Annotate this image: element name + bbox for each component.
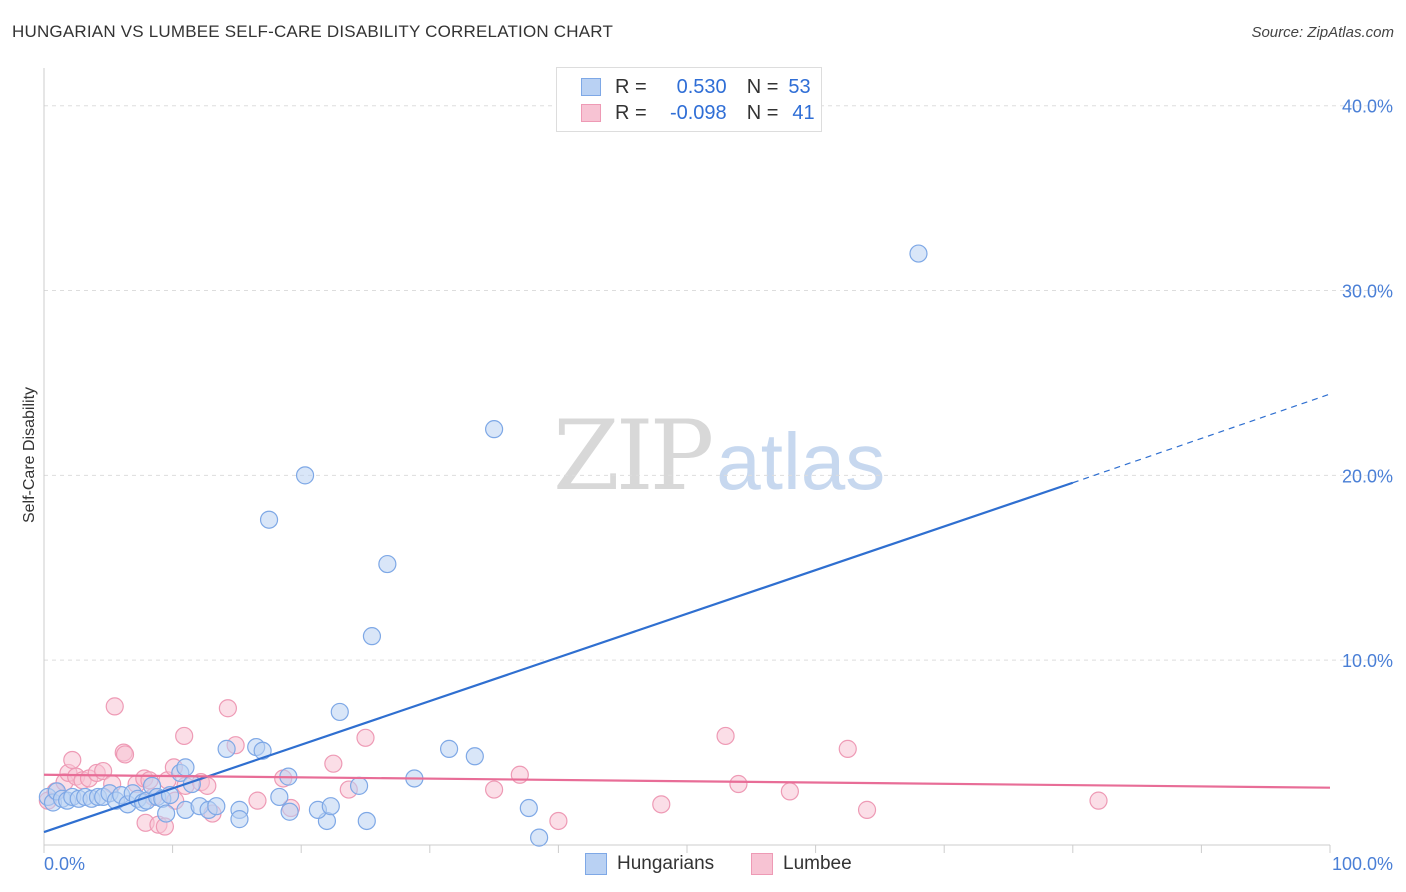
watermark: ZIPatlas — [553, 400, 885, 512]
hungarian-point — [253, 741, 272, 760]
hungarians-r-value: 0.530 — [676, 75, 727, 98]
lumbee-point — [549, 811, 568, 831]
hungarian-point — [176, 758, 195, 777]
hungarian-point — [357, 811, 376, 831]
lumbee-point — [510, 765, 529, 784]
lumbee-point — [1089, 791, 1108, 810]
lumbee-r-label: R = — [615, 101, 647, 124]
lumbee-r-value: -0.098 — [669, 101, 727, 124]
hungarians-n-value: 53 — [788, 75, 811, 98]
correlation-legend: R = 0.530 N = 53 R = -0.098 N = 41 — [556, 67, 822, 132]
y-tick-label: 30.0% — [1342, 282, 1393, 302]
lumbee-point — [485, 780, 504, 799]
bottom-lumbee-swatch — [751, 853, 773, 875]
grid-layer — [44, 105, 1380, 661]
hungarian-point — [909, 244, 928, 263]
lumbee-point — [218, 699, 237, 718]
hungarians-n-label: N = — [746, 75, 779, 98]
x-tick-label: 0.0% — [44, 854, 85, 874]
hungarian-point — [530, 828, 549, 847]
legend-row-hungarians: R = 0.530 N = 53 — [581, 75, 811, 99]
trend-layer — [43, 393, 1331, 834]
hungarian-point — [217, 739, 236, 758]
hungarian-point — [295, 466, 315, 485]
bottom-hungarians-swatch — [585, 853, 607, 875]
hungarian-point — [485, 420, 504, 439]
lumbee-n-value: 41 — [792, 101, 815, 124]
bottom-legend-hungarians: Hungarians — [585, 852, 714, 876]
bottom-hungarians-label: Hungarians — [617, 853, 715, 874]
lumbee-point — [198, 776, 217, 795]
lumbee-point — [356, 728, 375, 747]
lumbee-point — [105, 697, 124, 716]
x-tick-label: 100.0% — [1332, 854, 1393, 874]
hungarian-point — [330, 702, 349, 722]
lumbee-point — [716, 726, 735, 746]
tick-layer: 10.0% 20.0% 30.0% 40.0% 0.0% 100.0% — [44, 97, 1393, 874]
lumbee-swatch — [581, 104, 601, 122]
hungarian-point — [465, 747, 484, 766]
hungarian-point — [230, 810, 249, 829]
lumbee-point — [248, 791, 267, 810]
lumbee-point — [780, 782, 799, 801]
watermark-atlas: atlas — [716, 417, 886, 506]
hungarians-trend-extension — [1072, 393, 1331, 484]
y-tick-label: 10.0% — [1342, 651, 1393, 671]
hungarian-points — [38, 244, 928, 847]
hungarian-point — [157, 804, 176, 823]
lumbee-point — [652, 795, 671, 814]
hungarian-point — [378, 554, 397, 574]
source-label: Source: ZipAtlas.com — [1251, 24, 1394, 41]
hungarians-trend-line — [43, 481, 1074, 834]
hungarian-point — [439, 739, 459, 758]
lumbee-point — [175, 726, 194, 746]
hungarian-point — [519, 798, 538, 818]
bottom-legend-lumbee: Lumbee — [751, 852, 852, 876]
watermark-zip: ZIP — [553, 400, 714, 512]
lumbee-point — [838, 739, 857, 758]
lumbee-point — [63, 750, 82, 770]
hungarian-point — [321, 797, 340, 816]
lumbee-point — [115, 745, 135, 764]
hungarian-point — [259, 510, 279, 529]
y-tick-label: 40.0% — [1342, 97, 1393, 117]
hungarian-point — [349, 776, 369, 795]
lumbee-trend-line — [43, 773, 1331, 789]
lumbee-point — [857, 800, 877, 819]
axis-layer — [43, 68, 1331, 853]
y-tick-label: 20.0% — [1342, 466, 1393, 486]
legend-row-lumbee: R = -0.098 N = 41 — [581, 101, 815, 125]
hungarians-r-label: R = — [615, 75, 647, 98]
hungarian-point — [270, 787, 289, 807]
lumbee-n-label: N = — [746, 101, 779, 124]
hungarian-point — [362, 627, 382, 646]
bottom-lumbee-label: Lumbee — [783, 853, 852, 874]
lumbee-point — [324, 754, 343, 773]
hungarian-point — [207, 797, 226, 816]
lumbee-point — [729, 774, 748, 794]
chart-title: HUNGARIAN VS LUMBEE SELF-CARE DISABILITY… — [12, 22, 614, 41]
hungarian-point — [280, 802, 299, 821]
hungarians-swatch — [581, 78, 601, 96]
